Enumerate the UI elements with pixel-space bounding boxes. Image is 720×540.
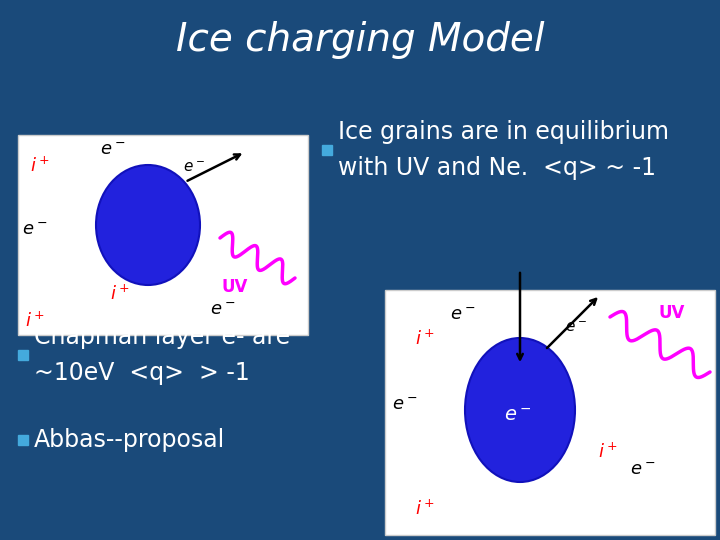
Text: $e^-$: $e^-$ [100,141,125,159]
Bar [385,290,715,535]
Text: $e^-$: $e^-$ [504,406,532,424]
Ellipse shape [465,338,575,482]
Text: $e^-$: $e^-$ [392,396,418,414]
Bar [18,435,28,445]
Text: Ice grains are in equilibrium
with UV and Ne.  <q> ~ -1: Ice grains are in equilibrium with UV an… [338,120,669,180]
Text: $i^+$: $i^+$ [415,500,435,519]
Text: $i^+$: $i^+$ [30,157,50,176]
Text: Abbas--proposal: Abbas--proposal [34,428,225,452]
Text: $e^-$: $e^-$ [210,301,235,319]
Bar [322,145,332,155]
Text: UV: UV [658,304,685,322]
Text: Ice charging Model: Ice charging Model [176,21,544,59]
Ellipse shape [96,165,200,285]
Bar [18,350,28,360]
Bar [18,135,308,335]
Text: $i^+$: $i^+$ [25,312,45,331]
Text: $e^-$: $e^-$ [630,461,656,479]
Text: $e^-$: $e^-$ [22,221,48,239]
Text: $i^+$: $i^+$ [110,285,130,304]
Text: $i^+$: $i^+$ [598,443,618,462]
Text: UV: UV [222,278,248,296]
Text: $e^-$: $e^-$ [450,306,476,324]
Text: $e^-$: $e^-$ [183,160,205,175]
Text: $e^-$: $e^-$ [565,320,587,335]
Text: Chapman layer e- are
~10eV  <q>  > -1: Chapman layer e- are ~10eV <q> > -1 [34,325,290,384]
Text: $i^+$: $i^+$ [415,330,435,349]
